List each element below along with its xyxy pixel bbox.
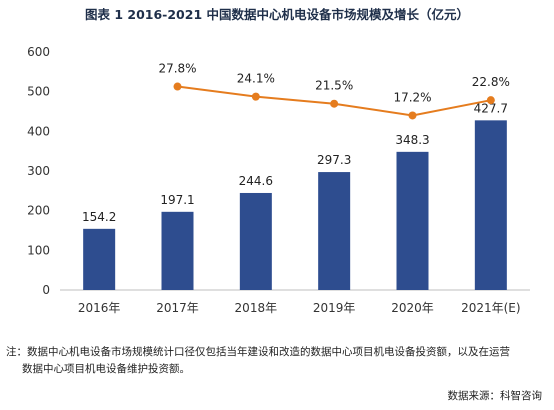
bar-value-label: 154.2 (82, 210, 116, 224)
x-tick-label: 2019年 (313, 301, 356, 315)
growth-point (330, 99, 339, 108)
y-tick-label: 400 (27, 124, 50, 138)
bar (396, 151, 429, 290)
footnote-line-2: 数据中心项目机电设备维护投资额。 (22, 363, 190, 375)
growth-line (173, 82, 495, 120)
footnote-line-1: 注：数据中心机电设备市场规模统计口径仅包括当年建设和改造的数据中心项目机电设备投… (6, 346, 510, 358)
y-tick-label: 100 (27, 243, 50, 257)
data-source: 数据来源：科智咨询 (447, 390, 543, 402)
bar (318, 172, 351, 290)
x-tick-label: 2016年 (78, 301, 121, 315)
x-tick-label: 2021年(E) (461, 301, 521, 315)
bar (161, 211, 194, 290)
y-tick-label: 0 (42, 283, 50, 297)
bar (83, 228, 116, 290)
bar-value-label: 427.7 (474, 101, 508, 115)
growth-point (408, 111, 417, 120)
y-axis: 0 100 200 300 400 500 600 (27, 45, 50, 297)
bar (474, 120, 507, 290)
bar-value-label: 197.1 (160, 193, 194, 207)
y-tick-label: 200 (27, 204, 50, 218)
x-tick-label: 2020年 (391, 301, 434, 315)
x-tick-label: 2017年 (156, 301, 199, 315)
footnote: 注：数据中心机电设备市场规模统计口径仅包括当年建设和改造的数据中心项目机电设备投… (6, 344, 546, 378)
growth-value-label: 21.5% (315, 79, 353, 93)
y-tick-label: 300 (27, 164, 50, 178)
y-tick-label: 500 (27, 85, 50, 99)
growth-point (173, 82, 182, 91)
growth-point (251, 92, 260, 101)
x-tick-label: 2018年 (235, 301, 278, 315)
bar-labels: 154.2 197.1 244.6 297.3 348.3 427.7 (82, 101, 508, 223)
bar (239, 192, 272, 290)
bar-line-chart: 0 100 200 300 400 500 600 2016年 2017年 2018年 2019年… (27, 45, 530, 315)
bars (83, 120, 507, 290)
growth-value-label: 17.2% (393, 90, 431, 104)
x-axis: 2016年 2017年 2018年 2019年 2020年 2021年(E) (60, 289, 530, 315)
growth-value-label: 24.1% (237, 72, 275, 86)
growth-labels: 27.8% 24.1% 21.5% 17.2% 22.8% (158, 62, 509, 105)
y-tick-label: 600 (27, 45, 50, 59)
bar-value-label: 244.6 (239, 174, 273, 188)
growth-value-label: 27.8% (158, 62, 196, 76)
growth-point (486, 96, 495, 105)
growth-value-label: 22.8% (472, 75, 510, 89)
chart-title: 图表 1 2016-2021 中国数据中心机电设备市场规模及增长（亿元） (84, 7, 470, 22)
bar-value-label: 297.3 (317, 153, 351, 167)
bar-value-label: 348.3 (395, 133, 429, 147)
